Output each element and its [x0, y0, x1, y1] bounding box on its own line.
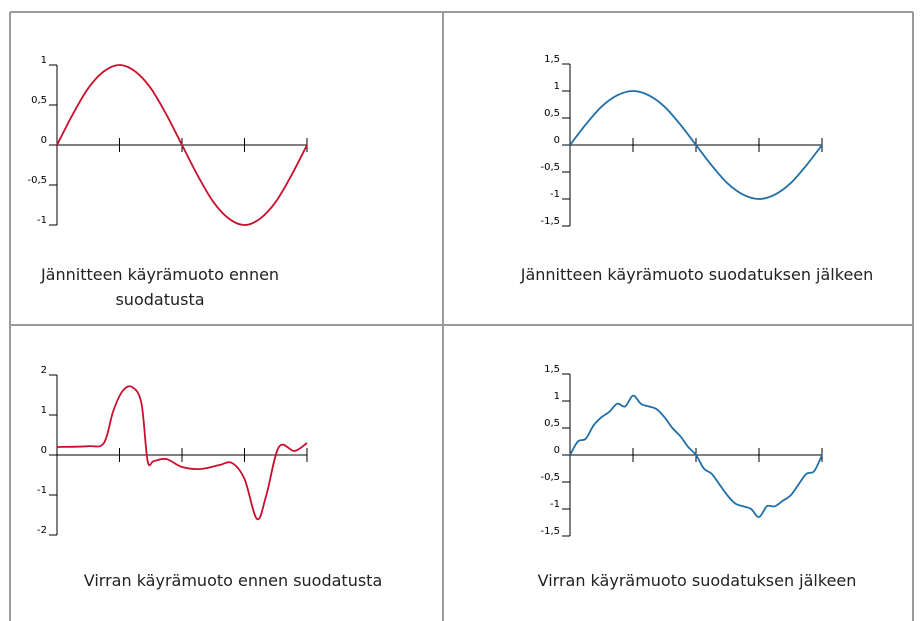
- y-tick-label: -1: [37, 215, 47, 226]
- y-tick-label: 1: [554, 81, 560, 92]
- waveform: [569, 394, 823, 518]
- y-tick-label: 0: [41, 135, 47, 146]
- y-tick-label: -1,5: [540, 216, 560, 227]
- caption: Jännitteen käyrämuoto ennen suodatusta: [40, 265, 280, 309]
- y-tick-label: 0: [554, 135, 560, 146]
- caption: Virran käyrämuoto suodatuksen jälkeen: [537, 571, 857, 590]
- y-tick-label: 0: [554, 445, 560, 456]
- panel-borders: [9, 11, 914, 621]
- y-tick-label: 1,5: [544, 364, 560, 375]
- y-tick-label: 0,5: [31, 95, 47, 106]
- y-tick-label: 0: [41, 445, 47, 456]
- waveform: [56, 385, 308, 521]
- waveform: [56, 64, 308, 226]
- y-tick-label: 0,5: [544, 418, 560, 429]
- y-tick-label: 1: [554, 391, 560, 402]
- caption: Jännitteen käyrämuoto suodatuksen jälkee…: [520, 265, 874, 284]
- y-tick-label: -2: [37, 525, 47, 536]
- y-tick-label: 1: [41, 405, 47, 416]
- y-tick-label: -1: [550, 189, 560, 200]
- y-tick-label: -1: [37, 485, 47, 496]
- y-tick-label: -0,5: [27, 175, 47, 186]
- y-tick-label: -0,5: [540, 472, 560, 483]
- caption: Virran käyrämuoto ennen suodatusta: [83, 571, 383, 590]
- y-tick-label: 1: [41, 55, 47, 66]
- waveform: [569, 90, 823, 200]
- y-tick-label: 0,5: [544, 108, 560, 119]
- y-tick-label: -0,5: [540, 162, 560, 173]
- y-tick-label: -1,5: [540, 526, 560, 537]
- y-tick-label: -1: [550, 499, 560, 510]
- y-tick-label: 1,5: [544, 54, 560, 65]
- y-tick-label: 2: [41, 365, 47, 376]
